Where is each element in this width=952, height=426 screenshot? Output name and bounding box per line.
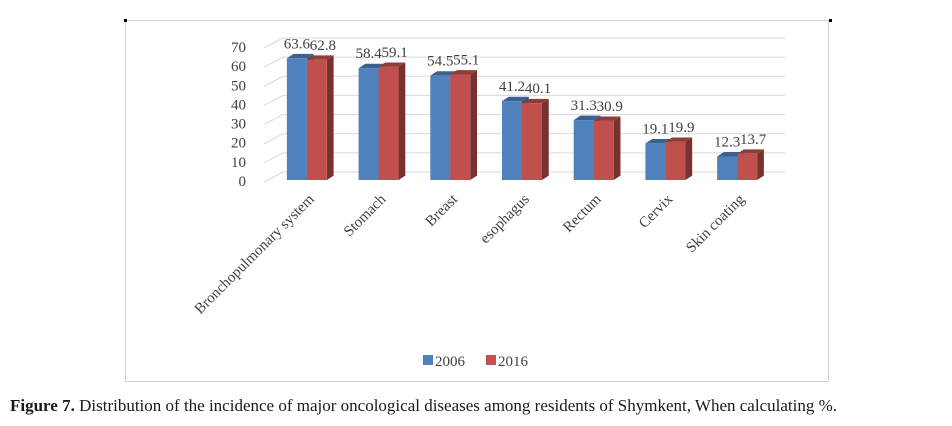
legend-label: 2006 bbox=[435, 354, 466, 370]
y-axis-ticks: 0 10 20 30 40 50 60 70 bbox=[231, 40, 246, 190]
bar-front-face bbox=[717, 156, 738, 180]
bar-side-face bbox=[470, 70, 478, 180]
corner-mark bbox=[829, 19, 832, 22]
bar-front-face bbox=[665, 141, 686, 180]
caption-label: Figure 7. bbox=[10, 396, 75, 415]
data-label: 55.1 bbox=[453, 53, 479, 69]
bar-2016 bbox=[306, 55, 334, 181]
data-label: 13.7 bbox=[740, 132, 767, 148]
y-tick-label: 20 bbox=[231, 136, 246, 152]
legend-item: 2006 bbox=[423, 354, 466, 370]
bar-2016 bbox=[450, 70, 478, 180]
legend: 2006 2016 bbox=[423, 354, 529, 370]
x-tick-label: Breast bbox=[423, 191, 462, 230]
bar-front-face bbox=[573, 120, 594, 180]
corner-mark bbox=[124, 19, 127, 22]
data-label: 31.3 bbox=[571, 98, 597, 114]
data-label: 19.1 bbox=[642, 121, 668, 137]
gridline-side bbox=[263, 75, 284, 87]
bar-front-face bbox=[593, 120, 614, 180]
data-label: 12.3 bbox=[714, 134, 740, 150]
data-label: 59.1 bbox=[381, 45, 407, 61]
legend-label: 2016 bbox=[498, 354, 529, 370]
bar-top-face bbox=[286, 53, 314, 59]
x-tick-label: Cervix bbox=[636, 191, 677, 232]
data-label: 54.5 bbox=[427, 54, 453, 70]
data-label: 58.4 bbox=[355, 46, 382, 62]
bar-top-face bbox=[306, 55, 334, 60]
y-tick-label: 50 bbox=[231, 78, 246, 94]
x-tick-label: Stomach bbox=[341, 191, 390, 240]
data-label: 30.9 bbox=[597, 99, 623, 115]
bar-front-face bbox=[358, 68, 379, 180]
y-tick-label: 40 bbox=[231, 97, 246, 113]
bar-top-face bbox=[522, 98, 549, 104]
bar-side-face bbox=[542, 98, 549, 180]
gridline-side bbox=[263, 56, 284, 68]
bars bbox=[286, 53, 764, 181]
data-label: 63.6 bbox=[284, 36, 311, 52]
bar-front-face bbox=[645, 143, 666, 180]
bar-front-face bbox=[737, 153, 758, 180]
gridline-side bbox=[263, 94, 284, 106]
bar-top-face bbox=[737, 149, 764, 154]
bar-2016 bbox=[665, 137, 693, 180]
bar-side-face bbox=[757, 149, 764, 180]
bar-side-face bbox=[613, 116, 621, 180]
gridline-side bbox=[263, 152, 284, 164]
bar-side-face bbox=[685, 137, 693, 180]
bar-top-face bbox=[450, 70, 478, 75]
gridline-side bbox=[263, 171, 284, 183]
bar-front-face bbox=[306, 59, 327, 181]
x-axis-ticks: Bronchopulmonary system Stomach Breast esop… bbox=[192, 191, 749, 318]
bar-2016 bbox=[522, 98, 549, 180]
bar-top-face bbox=[502, 96, 529, 102]
bar-2016 bbox=[737, 149, 764, 180]
y-tick-label: 60 bbox=[231, 59, 246, 75]
bar-2016 bbox=[593, 116, 621, 180]
x-tick-label: Skin coating bbox=[683, 191, 748, 256]
gridline-side bbox=[263, 37, 284, 49]
bar-top-face bbox=[665, 137, 693, 142]
y-tick-label: 30 bbox=[231, 117, 246, 133]
x-tick-label: esophagus bbox=[477, 191, 533, 247]
caption-text: Distribution of the incidence of major o… bbox=[74, 396, 837, 415]
bar-front-face bbox=[522, 103, 542, 180]
figure-caption: Figure 7. Distribution of the incidence … bbox=[10, 396, 950, 416]
data-labels: 63.6 62.8 58.4 59.1 54.5 55.1 41.2 40.1 31.3 30.9… bbox=[284, 36, 767, 150]
y-tick-label: 0 bbox=[239, 174, 247, 190]
gridline-side bbox=[263, 114, 284, 126]
y-tick-label: 70 bbox=[231, 40, 246, 56]
x-tick-label: Rectum bbox=[560, 191, 605, 236]
bar-front-face bbox=[502, 101, 522, 180]
bar-top-face bbox=[593, 116, 621, 121]
bar-front-face bbox=[286, 58, 307, 180]
gridline-side bbox=[263, 133, 284, 145]
bar-front-face bbox=[430, 75, 451, 180]
x-tick-label: Bronchopulmonary system bbox=[192, 191, 318, 317]
bar-front-face bbox=[378, 66, 399, 180]
legend-swatch bbox=[423, 355, 433, 365]
bar-top-face bbox=[573, 115, 601, 121]
data-label: 62.8 bbox=[310, 38, 336, 54]
data-label: 41.2 bbox=[499, 79, 525, 95]
legend-swatch bbox=[486, 355, 496, 365]
bar-2016 bbox=[378, 62, 406, 180]
legend-item: 2016 bbox=[486, 354, 529, 370]
data-label: 19.9 bbox=[668, 120, 694, 136]
bar-side-face bbox=[398, 62, 406, 180]
y-tick-label: 10 bbox=[231, 155, 246, 171]
bar-side-face bbox=[326, 55, 334, 180]
bar-top-face bbox=[378, 62, 406, 67]
data-label: 40.1 bbox=[525, 81, 551, 97]
bar-front-face bbox=[450, 74, 471, 180]
